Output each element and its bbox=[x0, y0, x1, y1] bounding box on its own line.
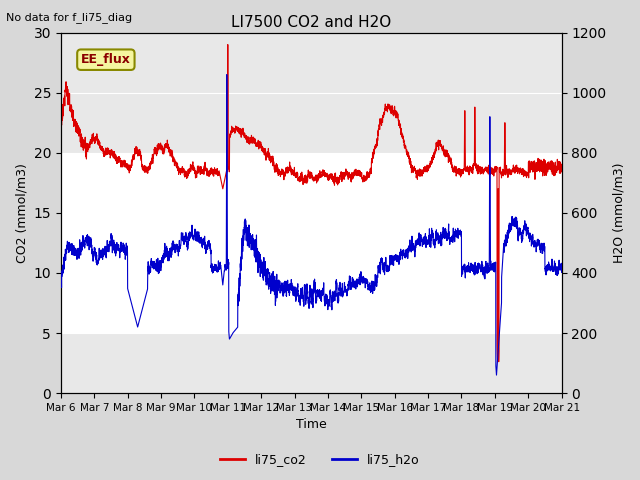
Text: No data for f_li75_diag: No data for f_li75_diag bbox=[6, 12, 132, 23]
Y-axis label: CO2 (mmol/m3): CO2 (mmol/m3) bbox=[15, 163, 28, 263]
Bar bbox=[61, 153, 561, 333]
X-axis label: Time: Time bbox=[296, 419, 326, 432]
Y-axis label: H2O (mmol/m3): H2O (mmol/m3) bbox=[612, 163, 625, 263]
Title: LI7500 CO2 and H2O: LI7500 CO2 and H2O bbox=[231, 15, 392, 30]
Legend: li75_co2, li75_h2o: li75_co2, li75_h2o bbox=[215, 448, 425, 471]
Text: EE_flux: EE_flux bbox=[81, 53, 131, 66]
